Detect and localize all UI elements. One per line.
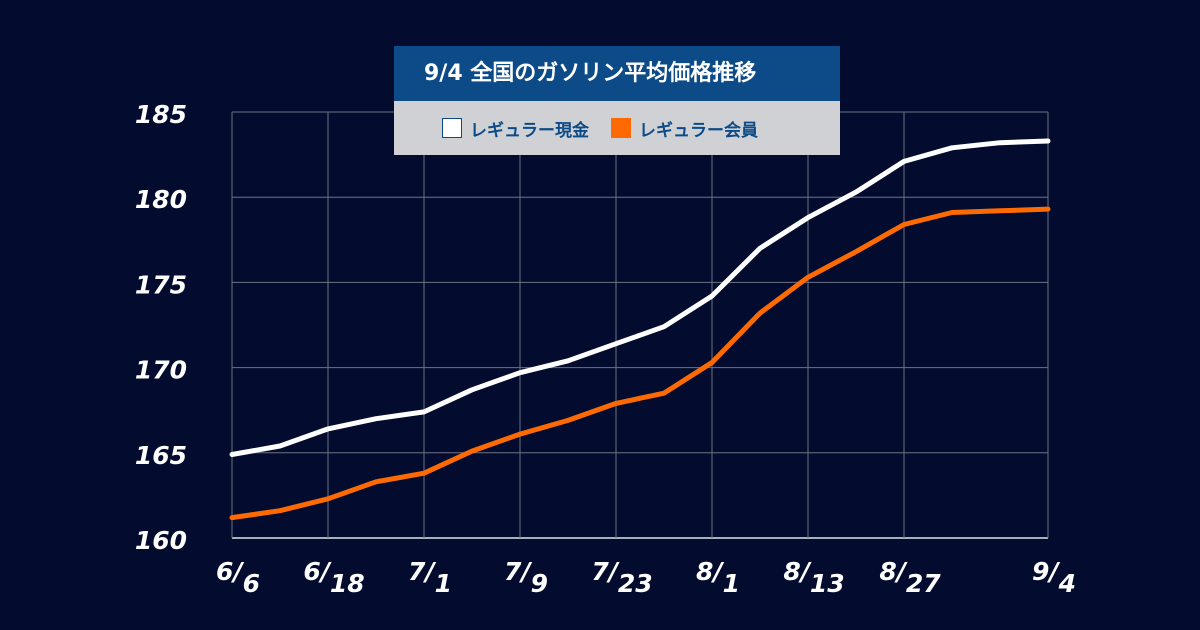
y-tick-label-160: 160 [135,526,187,555]
legend-label-cash: レギュラー現金 [470,120,589,141]
x-tick-label-6: 7/9 [504,557,548,598]
x-axis-ticks: 6/6 6/18 7/1 7/9 7/23 8/1 8/13 8/27 9/4 [216,557,1076,598]
legend: 9/4 全国のガソリン平均価格推移 レギュラー現金 レギュラー会員 [394,46,840,155]
y-tick-label-175: 175 [135,270,187,299]
legend-label-member: レギュラー会員 [639,120,758,141]
y-tick-label-170: 170 [135,356,187,385]
legend-item-cash: レギュラー現金 [442,116,589,141]
legend-item-member: レギュラー会員 [611,116,758,141]
chart-title: 9/4 全国のガソリン平均価格推移 [394,46,840,101]
series-line-0 [229,138,1051,457]
grid [231,111,1049,539]
series-line-1 [229,206,1051,521]
y-axis-ticks: 160 165 170 175 180 185 [135,100,187,555]
x-tick-label-10: 8/1 [696,557,740,598]
x-tick-label-14: 8/27 [879,557,941,598]
x-tick-label-4: 7/1 [408,557,452,598]
legend-swatch-cash [442,118,462,138]
legend-swatch-member [611,118,631,138]
x-tick-label-2: 6/18 [303,557,364,598]
x-tick-label-17: 9/4 [1032,557,1076,598]
series-lines [229,138,1051,521]
y-tick-label-185: 185 [135,100,187,129]
y-tick-label-165: 165 [135,441,187,470]
legend-items: レギュラー現金 レギュラー会員 [394,101,840,155]
x-tick-label-0: 6/6 [216,557,260,598]
x-tick-label-12: 8/13 [783,557,844,598]
x-tick-label-8: 7/23 [591,557,652,598]
y-tick-label-180: 180 [135,185,187,214]
